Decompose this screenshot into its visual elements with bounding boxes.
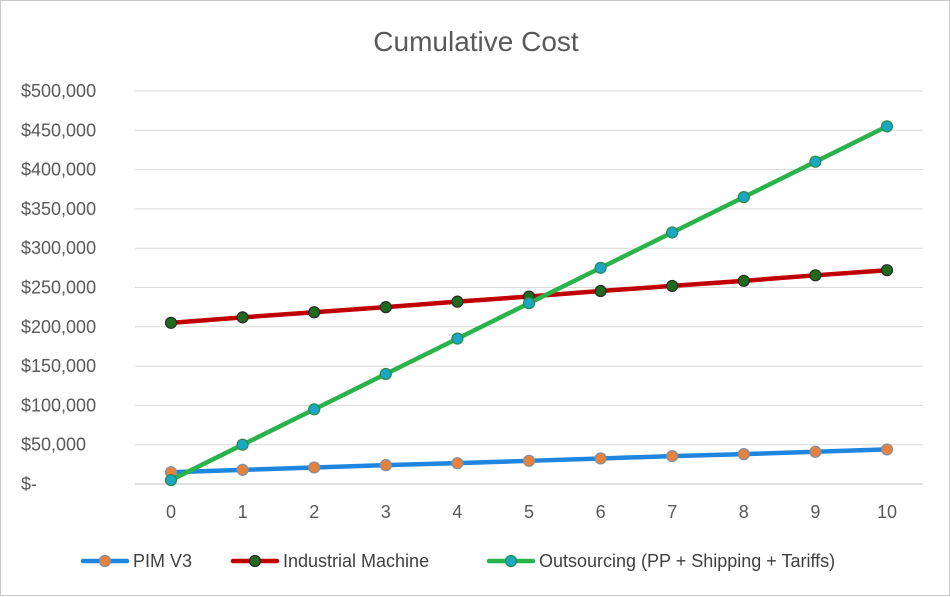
legend: PIM V3 Industrial Machine Outsourcing (PP … [80,551,835,571]
x-axis-tick-labels: 0 1 2 3 4 5 6 7 8 9 10 [166,502,897,522]
series-layer [164,120,894,487]
data-point [666,449,679,463]
data-point [809,445,822,458]
y-tick-label: $400,000 [21,160,96,180]
data-point [379,459,392,472]
data-point [594,261,607,274]
data-point [666,226,679,239]
gridlines [135,90,923,485]
data-point [666,279,679,293]
y-tick-label: $450,000 [21,120,96,140]
data-point [522,297,536,310]
chart-title: Cumulative Cost [373,26,579,57]
legend-label: Industrial Machine [283,551,429,571]
x-tick-label: 4 [452,502,462,522]
data-point [594,452,607,465]
y-tick-label: $50,000 [21,435,86,455]
legend-item: Outsourcing (PP + Shipping + Tariffs) [486,551,835,571]
y-tick-label: $150,000 [21,356,96,376]
y-tick-label: $500,000 [21,81,96,101]
legend-swatch-marker [504,554,518,568]
x-tick-label: 5 [524,502,534,522]
data-point [164,473,178,487]
data-point [451,332,464,345]
data-point [880,443,894,456]
data-point [308,403,321,416]
data-point [880,120,894,133]
legend-label: PIM V3 [133,551,192,571]
legend-label: Outsourcing (PP + Shipping + Tariffs) [539,551,835,571]
y-tick-label: $250,000 [21,278,96,298]
data-point [594,284,607,298]
data-point [451,457,464,470]
data-point [236,311,249,324]
x-tick-label: 7 [667,502,677,522]
legend-swatch-marker [98,554,112,568]
data-point [737,274,750,287]
data-point [451,295,464,308]
data-point [164,316,178,329]
data-point [809,269,822,282]
y-tick-label: $350,000 [21,199,96,219]
y-tick-label: $200,000 [21,317,96,337]
data-point [379,301,392,314]
data-point [379,367,392,381]
y-tick-label: $100,000 [21,395,96,415]
y-tick-label: $- [21,474,37,494]
x-tick-label: 3 [381,502,391,522]
data-point [308,461,321,474]
legend-item: PIM V3 [80,551,192,571]
x-tick-label: 8 [739,502,749,522]
data-point [236,463,249,476]
series-3 [164,120,894,487]
series-1 [164,443,894,479]
series-2 [164,264,894,329]
x-tick-label: 6 [596,502,606,522]
data-point [236,438,249,451]
data-point [737,448,750,461]
y-axis-tick-labels: $- $50,000 $100,000 $150,000 $200,000 $250,00… [21,81,96,494]
x-tick-label: 2 [309,502,319,522]
x-tick-label: 1 [238,502,248,522]
x-tick-label: 10 [877,502,897,522]
data-point [809,155,822,168]
y-tick-label: $300,000 [21,238,96,258]
data-point [737,191,750,204]
legend-swatch-marker [248,554,262,568]
data-point [308,306,321,319]
legend-item: Industrial Machine [230,551,429,571]
x-tick-label: 0 [166,502,176,522]
data-point [880,264,894,277]
data-point [522,454,536,467]
x-tick-label: 9 [810,502,820,522]
